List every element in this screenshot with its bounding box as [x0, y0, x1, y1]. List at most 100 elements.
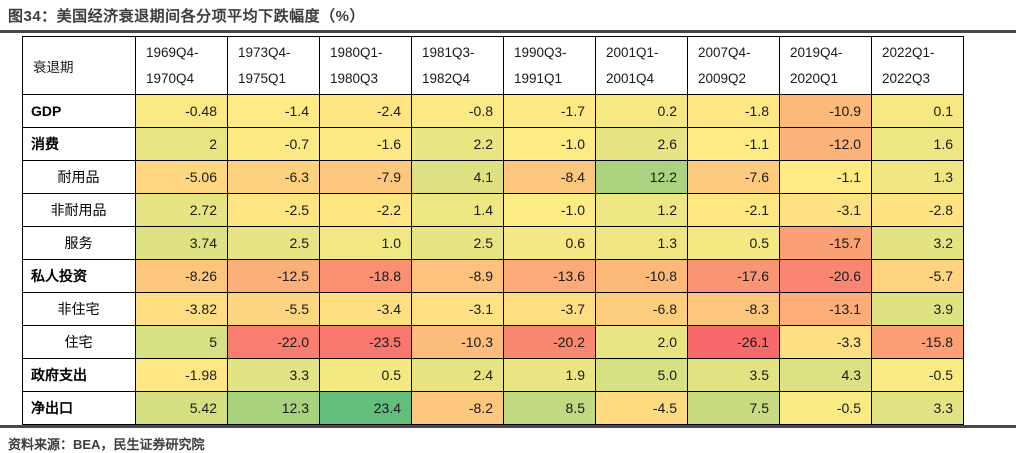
value-cell-1-2: -1.6 [319, 127, 412, 161]
row-label-2: 耐用品 [22, 160, 136, 194]
value-cell-6-7: -13.1 [779, 292, 872, 326]
value-cell-2-0: -5.06 [135, 160, 228, 194]
value-cell-7-6: -26.1 [687, 325, 780, 359]
figure-title: 图34：美国经济衰退期间各分项平均下跌幅度（%） [8, 8, 366, 25]
row-label-8: 政府支出 [22, 358, 136, 392]
value-cell-4-8: 3.2 [871, 226, 964, 260]
value-cell-5-7: -20.6 [779, 259, 872, 293]
value-cell-9-8: 3.3 [871, 391, 964, 425]
value-cell-6-4: -3.7 [503, 292, 596, 326]
value-cell-1-1: -0.7 [227, 127, 320, 161]
value-cell-4-0: 3.74 [135, 226, 228, 260]
period-header-cell-6: 2007Q4- 2009Q2 [687, 36, 780, 95]
recession-period-header: 衰退期 [22, 36, 136, 95]
value-cell-6-6: -8.3 [687, 292, 780, 326]
value-cell-5-0: -8.26 [135, 259, 228, 293]
value-cell-3-5: 1.2 [595, 193, 688, 227]
value-cell-5-1: -12.5 [227, 259, 320, 293]
value-cell-2-3: 4.1 [411, 160, 504, 194]
period-header-cell-4: 1990Q3- 1991Q1 [503, 36, 596, 95]
table-row-8: 政府支出 -1.98 3.3 0.5 2.4 1.9 5.0 3.5 4.3 -0.5 [22, 358, 964, 392]
table-row-6: 非住宅 -3.82 -5.5 -3.4 -3.1 -3.7 -6.8 -8.3 -13.1 3.9 [22, 292, 964, 326]
value-cell-2-1: -6.3 [227, 160, 320, 194]
value-cell-0-5: 0.2 [595, 94, 688, 128]
value-cell-8-0: -1.98 [135, 358, 228, 392]
table-row-3: 非耐用品 2.72 -2.5 -2.2 1.4 -1.0 1.2 -2.1 -3.1 -2.8 [22, 193, 964, 227]
value-cell-6-3: -3.1 [411, 292, 504, 326]
value-cell-1-8: 1.6 [871, 127, 964, 161]
recession-table: 衰退期 1969Q4- 1970Q4 1973Q4- 1975Q1 1980Q1- 1980… [22, 36, 964, 425]
value-cell-5-5: -10.8 [595, 259, 688, 293]
table-row-1: 消费 2 -0.7 -1.6 2.2 -1.0 2.6 -1.1 -12.0 1.6 [22, 127, 964, 161]
value-cell-1-4: -1.0 [503, 127, 596, 161]
value-cell-9-0: 5.42 [135, 391, 228, 425]
value-cell-8-2: 0.5 [319, 358, 412, 392]
value-cell-8-6: 3.5 [687, 358, 780, 392]
row-label-9: 净出口 [22, 391, 136, 425]
row-label-1: 消费 [22, 127, 136, 161]
value-cell-3-6: -2.1 [687, 193, 780, 227]
value-cell-9-1: 12.3 [227, 391, 320, 425]
table-row-2: 耐用品 -5.06 -6.3 -7.9 4.1 -8.4 12.2 -7.6 -1.1 1.3 [22, 160, 964, 194]
table-row-9: 净出口 5.42 12.3 23.4 -8.2 8.5 -4.5 7.5 -0.5 3.3 [22, 391, 964, 425]
value-cell-1-5: 2.6 [595, 127, 688, 161]
value-cell-0-4: -1.7 [503, 94, 596, 128]
row-label-7: 住宅 [22, 325, 136, 359]
value-cell-0-2: -2.4 [319, 94, 412, 128]
value-cell-6-0: -3.82 [135, 292, 228, 326]
value-cell-6-1: -5.5 [227, 292, 320, 326]
value-cell-6-8: 3.9 [871, 292, 964, 326]
value-cell-6-2: -3.4 [319, 292, 412, 326]
value-cell-5-2: -18.8 [319, 259, 412, 293]
value-cell-2-4: -8.4 [503, 160, 596, 194]
value-cell-8-3: 2.4 [411, 358, 504, 392]
value-cell-2-2: -7.9 [319, 160, 412, 194]
value-cell-3-0: 2.72 [135, 193, 228, 227]
value-cell-4-5: 1.3 [595, 226, 688, 260]
value-cell-6-5: -6.8 [595, 292, 688, 326]
value-cell-4-7: -15.7 [779, 226, 872, 260]
value-cell-7-4: -20.2 [503, 325, 596, 359]
value-cell-4-1: 2.5 [227, 226, 320, 260]
value-cell-1-0: 2 [135, 127, 228, 161]
value-cell-8-1: 3.3 [227, 358, 320, 392]
period-header-cell-0: 1969Q4- 1970Q4 [135, 36, 228, 95]
period-header-cell-5: 2001Q1- 2001Q4 [595, 36, 688, 95]
value-cell-9-5: -4.5 [595, 391, 688, 425]
value-cell-3-3: 1.4 [411, 193, 504, 227]
value-cell-8-5: 5.0 [595, 358, 688, 392]
row-label-0: GDP [22, 94, 136, 128]
value-cell-2-6: -7.6 [687, 160, 780, 194]
value-cell-4-4: 0.6 [503, 226, 596, 260]
value-cell-0-1: -1.4 [227, 94, 320, 128]
value-cell-9-6: 7.5 [687, 391, 780, 425]
value-cell-2-8: 1.3 [871, 160, 964, 194]
title-rule [0, 30, 1016, 33]
value-cell-4-3: 2.5 [411, 226, 504, 260]
value-cell-7-8: -15.8 [871, 325, 964, 359]
value-cell-9-3: -8.2 [411, 391, 504, 425]
value-cell-5-6: -17.6 [687, 259, 780, 293]
value-cell-3-2: -2.2 [319, 193, 412, 227]
value-cell-8-4: 1.9 [503, 358, 596, 392]
row-label-6: 非住宅 [22, 292, 136, 326]
value-cell-0-7: -10.9 [779, 94, 872, 128]
period-header-cell-3: 1981Q3- 1982Q4 [411, 36, 504, 95]
value-cell-1-7: -12.0 [779, 127, 872, 161]
header-row: 衰退期 1969Q4- 1970Q4 1973Q4- 1975Q1 1980Q1- 1980… [22, 36, 964, 95]
row-label-5: 私人投资 [22, 259, 136, 293]
value-cell-4-2: 1.0 [319, 226, 412, 260]
value-cell-0-6: -1.8 [687, 94, 780, 128]
value-cell-4-6: 0.5 [687, 226, 780, 260]
row-label-3: 非耐用品 [22, 193, 136, 227]
value-cell-8-7: 4.3 [779, 358, 872, 392]
table-row-4: 服务 3.74 2.5 1.0 2.5 0.6 1.3 0.5 -15.7 3.2 [22, 226, 964, 260]
value-cell-2-7: -1.1 [779, 160, 872, 194]
value-cell-1-6: -1.1 [687, 127, 780, 161]
value-cell-2-5: 12.2 [595, 160, 688, 194]
table-row-7: 住宅 5 -22.0 -23.5 -10.3 -20.2 2.0 -26.1 -3.3 -15.8 [22, 325, 964, 359]
period-header-cell-2: 1980Q1- 1980Q3 [319, 36, 412, 95]
value-cell-7-0: 5 [135, 325, 228, 359]
value-cell-1-3: 2.2 [411, 127, 504, 161]
value-cell-0-0: -0.48 [135, 94, 228, 128]
